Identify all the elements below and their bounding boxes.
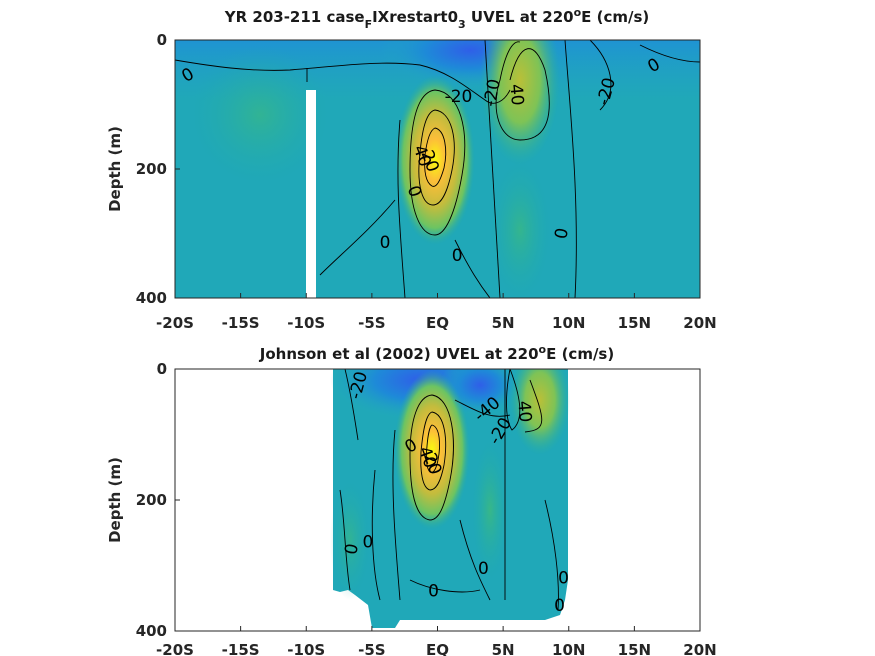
- contour-label: 0: [452, 246, 463, 266]
- contour-line: [397, 119, 406, 298]
- contour-label: 0: [380, 233, 391, 253]
- green-patch-1: [190, 45, 330, 185]
- x-tick-label: 20N: [683, 314, 716, 332]
- x-axis-1: -20S -15S -10S -5S EQ 5N 10N 15N 20N: [156, 293, 717, 332]
- contour-label: -20: [480, 77, 505, 108]
- contour-line: [344, 369, 359, 441]
- contour-line: [454, 239, 491, 298]
- y-tick-label: 400: [136, 289, 167, 307]
- y-tick-label: 400: [136, 622, 167, 640]
- x-tick-label: -15S: [222, 641, 260, 656]
- x-tick-label: 5N: [492, 641, 515, 656]
- title-1-mid: IXrestart0: [372, 8, 458, 26]
- x-tick-label: -5S: [358, 641, 385, 656]
- x-tick-label: 15N: [618, 314, 651, 332]
- contour-line: [426, 424, 440, 473]
- contour-line: [418, 109, 455, 206]
- contour-line: [419, 64, 511, 104]
- y-tick-label: 200: [136, 491, 167, 509]
- chart-title-1: YR 203-211 caseFIXrestart03 UVEL at 220o…: [224, 6, 650, 31]
- title-2-end: E (cm/s): [546, 345, 614, 363]
- title-2-sup: o: [539, 343, 547, 356]
- contour-label: -20: [445, 87, 473, 107]
- x-tick-label: -10S: [287, 641, 325, 656]
- x-tick-label: 10N: [552, 314, 585, 332]
- panel-model-uvel: YR 203-211 caseFIXrestart03 UVEL at 220o…: [106, 6, 717, 332]
- green-patch-3: [472, 440, 508, 580]
- contour-line: [564, 40, 577, 298]
- x-tick-label: 5N: [492, 314, 515, 332]
- contour-line: [424, 127, 447, 187]
- chart-title-2: Johnson et al (2002) UVEL at 220oE (cm/s…: [259, 343, 614, 363]
- contour-line: [409, 579, 481, 593]
- necc-jet-2: [510, 369, 570, 455]
- contour-label: 0: [341, 542, 363, 556]
- x-tick-label: -20S: [156, 641, 194, 656]
- x-tick-label: 20N: [683, 641, 716, 656]
- contour-label: 0: [558, 569, 569, 589]
- missing-data-band: [306, 90, 316, 298]
- title-2-text: Johnson et al (2002) UVEL at 220: [259, 345, 539, 363]
- contour-line: [339, 489, 351, 591]
- contour-line: [524, 379, 543, 433]
- x-tick-label: -5S: [358, 314, 385, 332]
- contour-line: [589, 40, 612, 111]
- contour-line: [639, 44, 700, 63]
- green-patch-4: [330, 480, 370, 600]
- contour-line: [484, 40, 501, 298]
- title-1-sub2: 3: [458, 18, 466, 31]
- contour-label: 40: [513, 400, 535, 423]
- necc-jet-1: [480, 40, 560, 165]
- y-tick-label: 0: [157, 31, 167, 49]
- contour-line: [319, 199, 396, 276]
- x-tick-label: -15S: [222, 314, 260, 332]
- contour-label: 0: [551, 226, 573, 240]
- contour-line: [371, 469, 381, 601]
- y-axis-1: 0 200 400: [136, 31, 180, 307]
- contour-line: [459, 519, 491, 601]
- contour-line: [544, 499, 559, 611]
- y-axis-2: 0 200 400: [136, 360, 180, 640]
- green-patch-2: [490, 160, 550, 298]
- contour-label: 0: [363, 533, 374, 553]
- y-tick-label: 0: [157, 360, 167, 378]
- euc-jet-2: [394, 370, 470, 530]
- x-tick-label: EQ: [426, 641, 449, 656]
- y-tick-label: 200: [136, 160, 167, 178]
- contour-label: 0: [428, 582, 439, 602]
- contour-line: [506, 369, 521, 431]
- title-1-end: E (cm/s): [581, 8, 649, 26]
- contour-line: [409, 394, 454, 521]
- contour-line: [420, 411, 447, 491]
- contour-line: [495, 41, 550, 141]
- title-1-sub1: F: [365, 18, 373, 31]
- x-tick-label: 10N: [552, 641, 585, 656]
- title-1-post: UVEL at 220: [466, 8, 574, 26]
- x-tick-label: 15N: [618, 641, 651, 656]
- contour-label: 0: [478, 559, 489, 579]
- y-axis-label-2: Depth (m): [106, 457, 124, 543]
- contour-line: [392, 429, 401, 601]
- x-tick-label: -20S: [156, 314, 194, 332]
- x-tick-label: EQ: [426, 314, 449, 332]
- contour-line: [409, 89, 466, 236]
- x-axis-2: -20S -15S -10S -5S EQ 5N 10N 15N 20N: [156, 626, 717, 656]
- title-1-sup: o: [574, 6, 582, 19]
- title-1-prefix: YR 203-211 case: [224, 8, 365, 26]
- contour-label: 40: [505, 83, 527, 106]
- y-axis-label-1: Depth (m): [106, 126, 124, 212]
- x-tick-label: -10S: [287, 314, 325, 332]
- contour-line: [175, 59, 421, 71]
- contour-label: 0: [554, 596, 565, 616]
- panel-johnson-uvel: Johnson et al (2002) UVEL at 220oE (cm/s…: [106, 343, 717, 656]
